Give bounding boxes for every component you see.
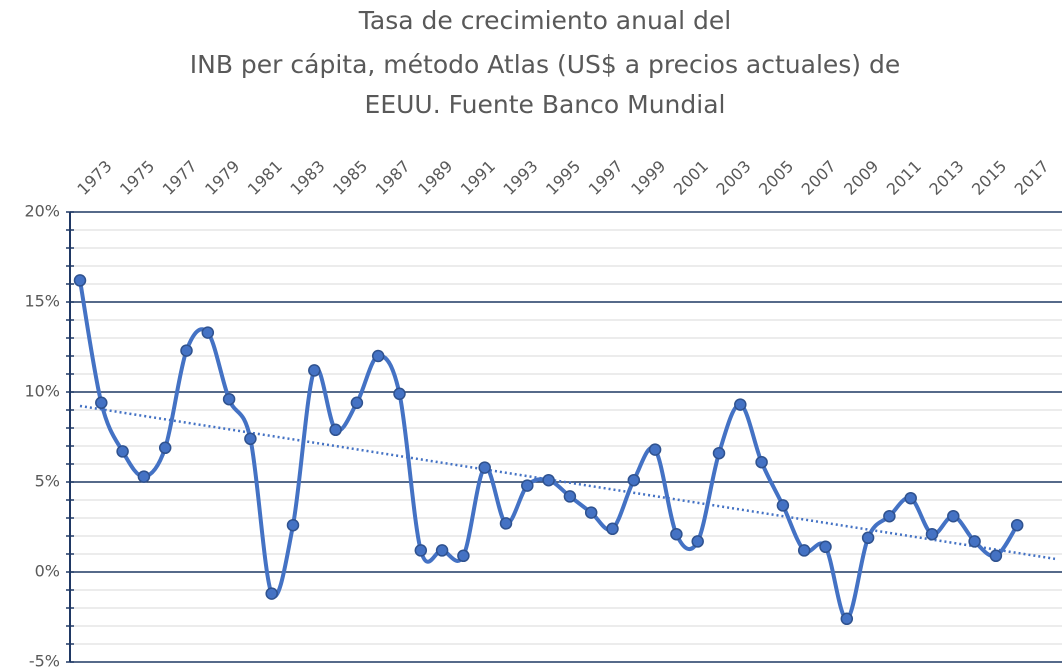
marker: [95, 396, 108, 410]
marker: [947, 509, 960, 523]
marker: [393, 387, 406, 401]
marker: [244, 432, 257, 446]
x-tick-label: 2013: [925, 157, 967, 199]
marker: [734, 398, 747, 411]
x-tick-label: 1999: [627, 157, 669, 199]
x-tick-label: 2005: [755, 157, 797, 199]
marker: [371, 349, 385, 363]
x-tick-label: 2001: [670, 157, 712, 199]
marker: [563, 490, 577, 503]
x-tick-label: 1973: [73, 157, 115, 199]
chart-title: EEUU. Fuente Banco Mundial: [365, 90, 726, 119]
marker: [435, 544, 449, 557]
marker: [73, 274, 87, 287]
marker: [797, 544, 811, 557]
x-tick-label: 1977: [159, 157, 201, 199]
marker: [712, 446, 726, 460]
marker: [968, 535, 981, 548]
marker: [329, 423, 342, 437]
marker: [478, 461, 491, 474]
x-tick-label: 1991: [457, 157, 499, 199]
marker: [180, 344, 193, 357]
marker: [861, 531, 875, 545]
marker: [1010, 518, 1024, 532]
marker: [840, 612, 854, 626]
marker: [116, 445, 129, 458]
marker: [265, 587, 278, 600]
marker: [350, 396, 364, 410]
marker: [925, 527, 939, 541]
marker: [521, 479, 534, 492]
marker: [883, 509, 896, 523]
y-tick-label: -5%: [29, 652, 60, 671]
marker: [755, 455, 768, 469]
marker: [414, 544, 428, 557]
x-tick-label: 1983: [286, 157, 328, 199]
marker: [606, 522, 619, 536]
x-tick-label: 2017: [1011, 157, 1053, 199]
marker: [137, 470, 151, 483]
x-tick-label: 2003: [712, 157, 754, 199]
marker: [670, 527, 683, 541]
x-tick-label: 2009: [840, 157, 882, 199]
x-tick-label: 2007: [798, 157, 840, 199]
marker: [201, 326, 215, 339]
x-tick-label: 1985: [329, 157, 371, 199]
x-tick-label: 1993: [499, 157, 541, 199]
y-tick-label: 15%: [24, 292, 60, 311]
marker: [499, 517, 513, 530]
x-tick-label: 2015: [968, 157, 1010, 199]
x-tick-label: 2011: [883, 157, 925, 199]
y-tick-label: 10%: [24, 382, 60, 401]
x-tick-label: 1975: [116, 157, 158, 199]
marker: [286, 518, 300, 532]
x-tick-label: 1995: [542, 157, 584, 199]
marker: [222, 392, 236, 406]
marker: [158, 441, 172, 455]
x-tick-label: 1989: [414, 157, 456, 199]
marker: [648, 443, 662, 456]
marker: [904, 491, 917, 505]
marker: [308, 364, 321, 377]
chart-title: INB per cápita, método Atlas (US$ a prec…: [190, 50, 901, 79]
marker: [627, 473, 641, 487]
marker: [776, 499, 790, 512]
chart-title: Tasa de crecimiento anual del: [358, 6, 731, 35]
x-tick-label: 1987: [372, 157, 414, 199]
x-tick-label: 1979: [201, 157, 243, 199]
marker: [989, 549, 1003, 563]
y-tick-label: 20%: [24, 202, 60, 221]
marker: [691, 535, 704, 548]
y-tick-label: 5%: [35, 472, 60, 491]
y-tick-label: 0%: [35, 562, 60, 581]
x-tick-label: 1981: [244, 157, 286, 199]
marker: [542, 473, 555, 487]
line: [78, 280, 1019, 621]
x-tick-label: 1997: [585, 157, 627, 199]
marker: [457, 549, 470, 563]
marker: [584, 506, 598, 519]
marker: [819, 540, 832, 554]
